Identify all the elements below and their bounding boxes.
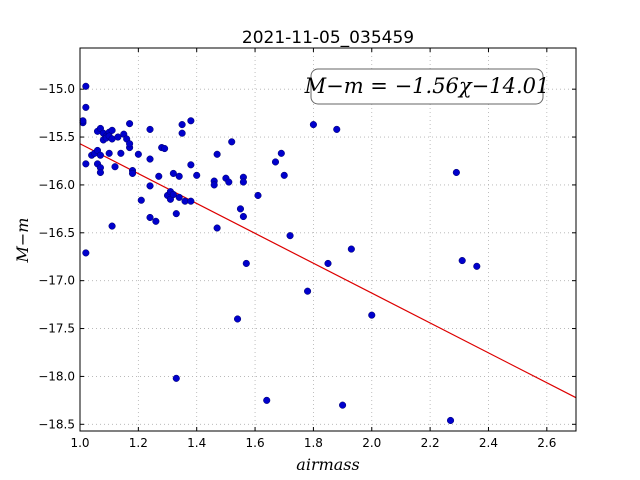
data-point bbox=[114, 133, 122, 141]
data-point bbox=[228, 138, 236, 146]
x-tick-label: 2.0 bbox=[362, 436, 381, 450]
y-tick-label: −15.0 bbox=[38, 82, 75, 96]
data-point bbox=[446, 416, 455, 425]
data-point bbox=[271, 158, 280, 166]
data-point bbox=[155, 172, 163, 180]
data-point bbox=[169, 190, 177, 199]
data-point bbox=[368, 311, 376, 319]
data-point bbox=[187, 197, 195, 205]
data-point bbox=[172, 374, 180, 382]
data-point bbox=[137, 196, 145, 204]
points-layer bbox=[79, 82, 481, 425]
data-point bbox=[225, 178, 233, 186]
data-point bbox=[242, 259, 250, 267]
x-tick-label: 1.4 bbox=[187, 436, 206, 450]
y-tick-label: −16.5 bbox=[38, 226, 75, 240]
data-point bbox=[239, 178, 247, 186]
data-point bbox=[254, 191, 262, 200]
data-point bbox=[175, 172, 183, 180]
plot-frame bbox=[79, 47, 577, 432]
data-point bbox=[96, 168, 104, 177]
data-point bbox=[309, 121, 317, 129]
data-point bbox=[213, 224, 221, 232]
data-point bbox=[161, 144, 169, 153]
x-ticks: 1.0 1.2 1.4 1.6 1.8 2.0 2.2 2.4 2.6 bbox=[70, 48, 556, 450]
data-point bbox=[126, 120, 134, 128]
data-point bbox=[82, 82, 90, 90]
fit-line bbox=[79, 143, 577, 399]
data-point bbox=[146, 155, 154, 163]
data-point bbox=[146, 182, 154, 190]
x-tick-label: 1.0 bbox=[70, 436, 89, 450]
data-point bbox=[128, 169, 137, 177]
y-tick-label: −17.5 bbox=[38, 322, 75, 336]
data-point bbox=[458, 257, 466, 265]
x-tick-label: 1.6 bbox=[246, 436, 265, 450]
data-point bbox=[146, 213, 154, 222]
x-tick-label: 2.6 bbox=[537, 436, 556, 450]
data-point bbox=[324, 259, 332, 267]
data-point bbox=[82, 103, 90, 111]
data-point bbox=[304, 287, 312, 295]
data-point bbox=[178, 121, 186, 129]
x-tick-label: 2.4 bbox=[479, 436, 498, 450]
y-tick-label: −16.0 bbox=[38, 178, 75, 192]
data-point bbox=[79, 117, 87, 125]
fit-layer bbox=[79, 143, 577, 399]
data-point bbox=[286, 232, 294, 240]
data-point bbox=[169, 169, 177, 177]
data-point bbox=[105, 149, 113, 157]
y-tick-label: −15.5 bbox=[38, 130, 75, 144]
chart-title: 2021-11-05_035459 bbox=[242, 28, 414, 48]
data-point bbox=[175, 193, 183, 201]
data-point bbox=[234, 315, 242, 323]
y-tick-label: −18.5 bbox=[38, 417, 75, 431]
data-point bbox=[339, 401, 347, 409]
data-point bbox=[146, 125, 154, 133]
fit-equation: M−m = −1.56χ−14.01 bbox=[304, 74, 550, 98]
data-point bbox=[193, 171, 201, 179]
x-tick-label: 2.2 bbox=[421, 436, 440, 450]
data-point bbox=[213, 150, 221, 158]
fit-equation-box: M−m = −1.56χ−14.01 bbox=[304, 68, 550, 105]
data-point bbox=[187, 117, 195, 125]
data-point bbox=[236, 205, 245, 213]
data-point bbox=[452, 168, 460, 177]
data-point bbox=[187, 161, 195, 169]
data-point bbox=[82, 249, 90, 257]
x-axis-label: airmass bbox=[296, 455, 359, 474]
data-point bbox=[178, 129, 186, 137]
data-point bbox=[277, 149, 285, 157]
data-point bbox=[473, 262, 481, 270]
plot-background bbox=[80, 48, 576, 431]
data-point bbox=[347, 245, 355, 253]
data-point bbox=[172, 210, 180, 218]
data-point bbox=[134, 150, 142, 158]
x-tick-label: 1.8 bbox=[304, 436, 323, 450]
data-point bbox=[108, 126, 116, 134]
data-point bbox=[96, 151, 104, 159]
data-point bbox=[280, 171, 288, 179]
x-tick-label: 1.2 bbox=[129, 436, 148, 450]
data-point bbox=[111, 163, 119, 171]
data-point bbox=[152, 217, 160, 225]
y-axis-label: M−m bbox=[13, 218, 32, 264]
data-point bbox=[126, 140, 134, 148]
fit-equation-frame bbox=[310, 68, 544, 105]
y-ticks: −15.0 −15.5 −16.0 −16.5 −17.0 −17.5 −18.0 −18.5 bbox=[38, 82, 576, 431]
y-tick-label: −17.0 bbox=[38, 274, 75, 288]
data-point bbox=[108, 222, 116, 230]
data-point bbox=[210, 181, 218, 189]
data-point bbox=[117, 149, 125, 157]
data-point bbox=[333, 125, 341, 133]
data-point bbox=[239, 212, 247, 221]
y-tick-label: −18.0 bbox=[38, 369, 75, 383]
data-point bbox=[263, 396, 271, 404]
data-point bbox=[82, 160, 90, 168]
